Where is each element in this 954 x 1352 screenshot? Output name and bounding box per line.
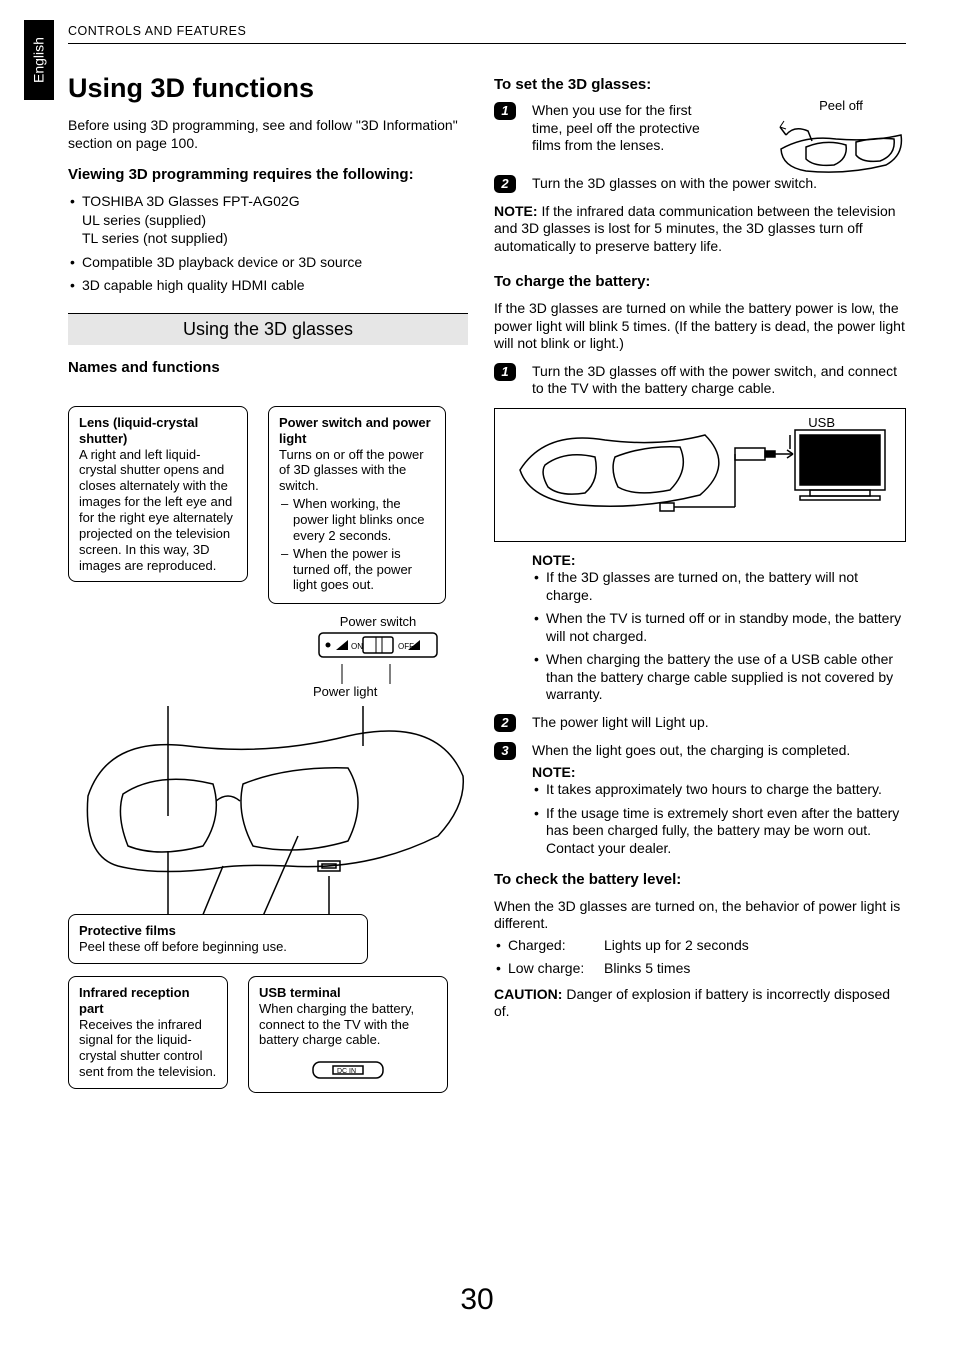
req-text: TOSHIBA 3D Glasses FPT-AG02G [82, 193, 300, 209]
list-item: Compatible 3D playback device or 3D sour… [68, 254, 468, 272]
list-item: TOSHIBA 3D Glasses FPT-AG02G UL series (… [68, 193, 468, 248]
step-row: 3 When the light goes out, the charging … [494, 742, 906, 760]
callout-protective: Protective films Peel these off before b… [68, 914, 368, 964]
dcin-label: DC IN [337, 1068, 356, 1075]
step-text: Turn the 3D glasses off with the power s… [532, 363, 906, 398]
step-row: 1 Turn the 3D glasses off with the power… [494, 363, 906, 398]
step-badge-1: 1 [494, 102, 516, 120]
note-body: If the infrared data communication betwe… [494, 203, 896, 254]
step-badge-2: 2 [494, 175, 516, 193]
callout-dash: When working, the power light blinks onc… [279, 496, 435, 544]
def-term: Charged: [508, 937, 598, 955]
peel-off-label: Peel off [776, 98, 906, 114]
requirements-head: Viewing 3D programming requires the foll… [68, 166, 468, 185]
callout-ir: Infrared reception part Receives the inf… [68, 976, 228, 1089]
charge-note2-block: NOTE: It takes approximately two hours t… [532, 764, 906, 858]
callout-usb: USB terminal When charging the battery, … [248, 976, 448, 1093]
callout-body: Peel these off before beginning use. [79, 939, 287, 954]
note-head: NOTE: [532, 552, 906, 570]
list-item: When charging the battery the use of a U… [532, 651, 906, 704]
step-badge-3: 3 [494, 742, 516, 760]
req-sub: TL series (not supplied) [82, 230, 468, 248]
names-head: Names and functions [68, 359, 468, 378]
caution-paragraph: CAUTION: Danger of explosion if battery … [494, 986, 906, 1021]
step-text: When you use for the first time, peel of… [532, 102, 712, 155]
note-paragraph: NOTE: If the infrared data communication… [494, 203, 906, 256]
list-item: When the TV is turned off or in standby … [532, 610, 906, 645]
set-glasses-head: To set the 3D glasses: [494, 76, 906, 95]
caution-head: CAUTION: [494, 986, 562, 1002]
note-head: NOTE: [532, 764, 906, 782]
step-text: When the light goes out, the charging is… [532, 742, 906, 760]
on-label: ON [351, 642, 363, 651]
charge-head: To charge the battery: [494, 273, 906, 292]
list-item: It takes approximately two hours to char… [532, 781, 906, 799]
requirements-list: TOSHIBA 3D Glasses FPT-AG02G UL series (… [68, 193, 468, 295]
callout-lens: Lens (liquid-crystal shutter) A right an… [68, 406, 248, 583]
right-column: To set the 3D glasses: 1 When you use fo… [494, 72, 906, 1126]
section-bar: Using the 3D glasses [68, 313, 468, 346]
list-item: If the usage time is extremely short eve… [532, 805, 906, 858]
power-switch-label: Power switch [303, 614, 453, 630]
check-intro: When the 3D glasses are turned on, the b… [494, 898, 906, 933]
callout-title: Power switch and power light [279, 415, 431, 446]
language-tab: English [24, 20, 54, 100]
callout-dash: When the power is turned off, the power … [279, 546, 435, 594]
page-number: 30 [0, 1281, 954, 1319]
left-column: Using 3D functions Before using 3D progr… [68, 72, 468, 1126]
callout-body: Turns on or off the power of 3D glasses … [279, 447, 424, 494]
intro-text: Before using 3D programming, see and fol… [68, 117, 468, 152]
callout-title: Lens (liquid-crystal shutter) [79, 415, 198, 446]
note-head: NOTE: [494, 203, 538, 219]
list-item: 3D capable high quality HDMI cable [68, 277, 468, 295]
usb-label: USB [808, 415, 835, 431]
power-light-label: Power light [313, 684, 453, 700]
req-sub: UL series (supplied) [82, 212, 468, 230]
callout-power: Power switch and power light Turns on or… [268, 406, 446, 604]
step-badge-2: 2 [494, 714, 516, 732]
list-item: Charged: Lights up for 2 seconds [494, 937, 906, 955]
glasses-illustration [68, 706, 468, 926]
charge-note-block: NOTE: If the 3D glasses are turned on, t… [532, 552, 906, 704]
power-switch-figure: Power switch ON OFF [303, 614, 453, 701]
callout-title: USB terminal [259, 985, 341, 1000]
list-item: Low charge: Blinks 5 times [494, 960, 906, 978]
def-term: Low charge: [508, 960, 598, 978]
callout-title: Protective films [79, 923, 176, 938]
callout-body: A right and left liquid-crystal shutter … [79, 447, 233, 573]
callout-body: Receives the infrared signal for the liq… [79, 1017, 216, 1080]
step-text: The power light will Light up. [532, 714, 906, 732]
peel-off-figure: Peel off [776, 98, 906, 181]
running-head: CONTROLS AND FEATURES [68, 24, 906, 44]
step-row: 2 The power light will Light up. [494, 714, 906, 732]
charge-intro: If the 3D glasses are turned on while th… [494, 300, 906, 353]
callout-body: When charging the battery, connect to th… [259, 1001, 414, 1048]
page-title: Using 3D functions [68, 72, 468, 106]
def-value: Blinks 5 times [604, 960, 690, 978]
glasses-diagram: Lens (liquid-crystal shutter) A right an… [68, 386, 468, 1126]
list-item: If the 3D glasses are turned on, the bat… [532, 569, 906, 604]
def-value: Lights up for 2 seconds [604, 937, 749, 955]
step-badge-1: 1 [494, 363, 516, 381]
callout-title: Infrared reception part [79, 985, 190, 1016]
check-head: To check the battery level: [494, 871, 906, 890]
charging-figure: USB [494, 408, 906, 542]
